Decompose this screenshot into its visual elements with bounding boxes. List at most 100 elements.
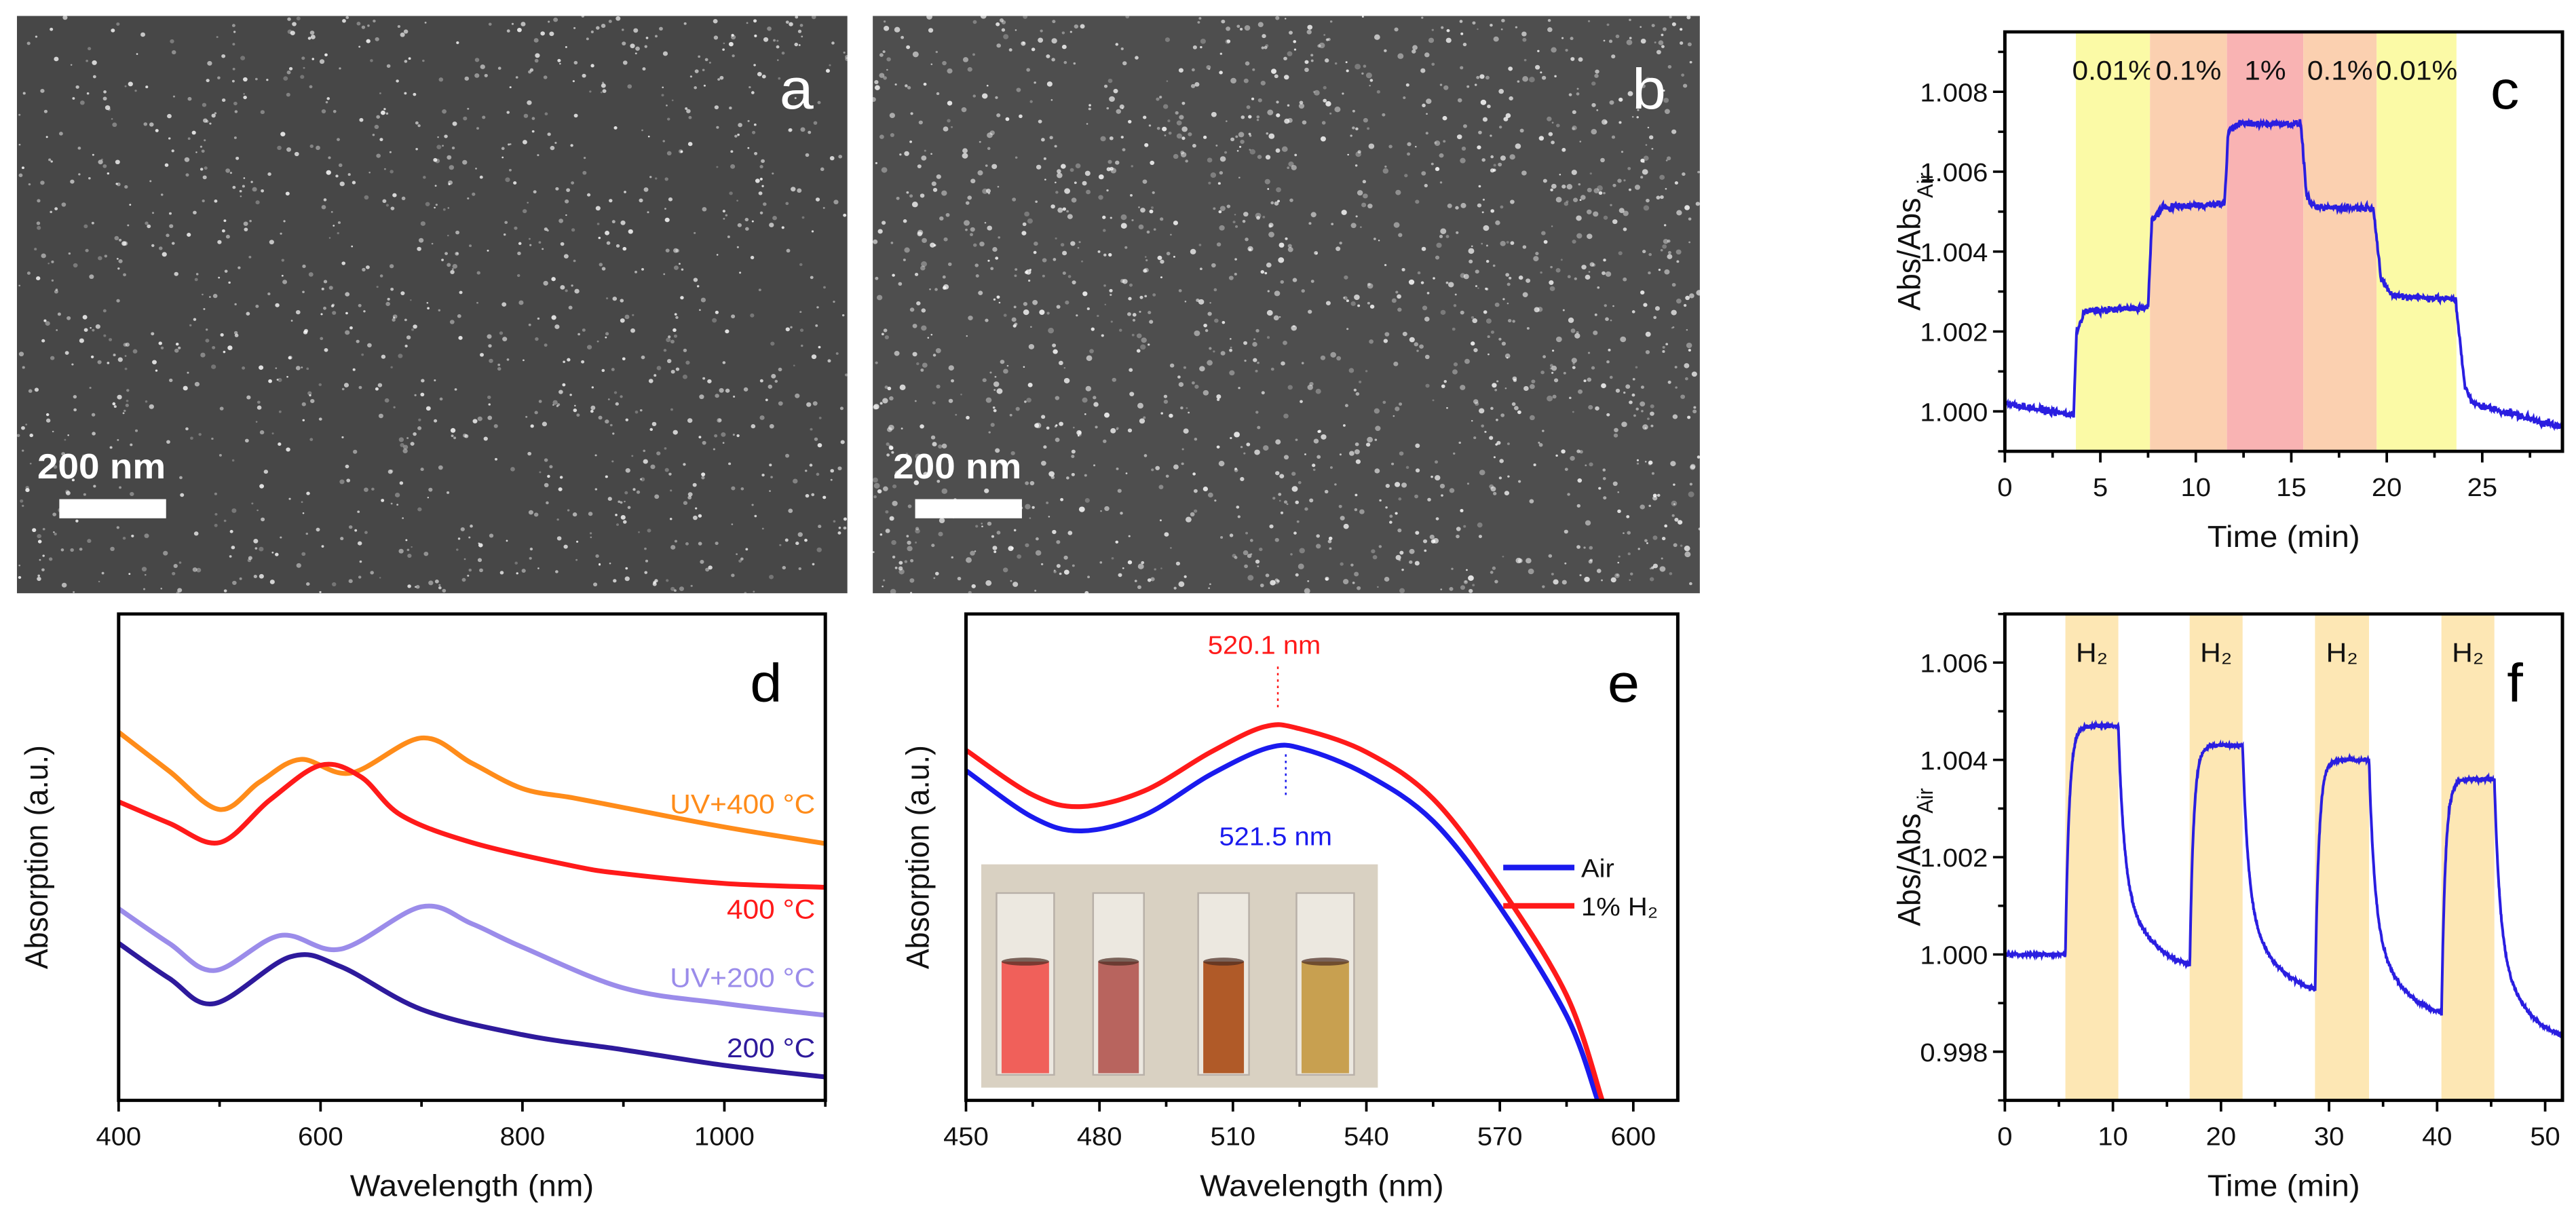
particle: [1086, 123, 1088, 125]
particle: [75, 85, 79, 89]
particle: [1401, 568, 1404, 571]
meniscus: [1203, 958, 1245, 966]
particle: [1200, 39, 1206, 44]
particle: [1425, 383, 1430, 388]
particle: [223, 519, 227, 523]
particle: [509, 143, 512, 145]
particle: [306, 491, 310, 495]
particle: [904, 151, 909, 156]
y-axis-label: Absorption (a.u.): [18, 745, 55, 969]
particle: [1240, 446, 1243, 449]
particle: [180, 493, 185, 497]
particle: [1278, 493, 1282, 496]
particle: [948, 262, 952, 267]
particle: [1374, 408, 1380, 414]
particle: [1374, 34, 1380, 40]
particle: [1551, 349, 1555, 352]
particle: [1632, 378, 1635, 381]
particle: [370, 59, 373, 62]
particle: [1290, 553, 1293, 556]
particle: [588, 512, 593, 516]
particle: [1561, 147, 1566, 152]
particle: [602, 89, 607, 93]
particle: [1283, 75, 1289, 80]
particle: [713, 19, 718, 24]
particle: [240, 195, 242, 197]
particle: [171, 242, 175, 245]
particle: [543, 280, 548, 286]
particle: [214, 523, 218, 527]
particle: [1257, 98, 1262, 102]
particle: [843, 526, 847, 530]
particle: [331, 303, 335, 307]
particle: [1024, 400, 1027, 403]
particle: [993, 381, 1000, 387]
particle: [666, 579, 669, 582]
y-axis-label: Abs/AbsAir: [1891, 788, 1937, 926]
particle: [1397, 294, 1401, 299]
particle: [1408, 279, 1415, 285]
particle: [702, 69, 705, 71]
particle: [891, 539, 896, 546]
particle: [999, 18, 1004, 22]
particle: [746, 22, 749, 24]
particle: [379, 274, 383, 278]
particle: [1082, 397, 1088, 403]
particle: [622, 246, 627, 251]
particle: [286, 70, 291, 75]
particle: [1199, 267, 1202, 270]
particle: [1106, 107, 1110, 110]
particle: [232, 580, 237, 586]
particle: [1178, 382, 1184, 387]
particle: [319, 59, 325, 64]
particle: [1261, 46, 1265, 50]
band-label: 0.01%: [2072, 56, 2153, 86]
particle: [1059, 421, 1063, 426]
particle: [1401, 482, 1407, 488]
particle: [1457, 98, 1462, 102]
particle: [1490, 486, 1496, 492]
particle: [1025, 481, 1029, 485]
particle: [119, 486, 122, 489]
particle: [799, 263, 803, 267]
y-axis-label-subscript: Air: [1912, 172, 1937, 197]
particle: [1458, 441, 1462, 444]
particle: [1579, 199, 1582, 202]
particle: [1275, 16, 1280, 20]
particle: [1604, 304, 1607, 307]
particle: [643, 449, 646, 453]
particle: [1169, 363, 1175, 368]
particle: [1269, 524, 1274, 529]
particle: [1526, 326, 1530, 330]
particle: [1115, 160, 1120, 165]
particle: [1688, 349, 1691, 352]
particle: [1221, 320, 1226, 324]
particle: [1506, 241, 1509, 244]
particle: [820, 167, 825, 171]
particle: [1541, 231, 1546, 235]
particle: [1542, 178, 1547, 183]
particle: [624, 314, 630, 320]
particle: [586, 345, 592, 349]
particle: [1529, 415, 1535, 421]
particle: [1050, 475, 1055, 479]
particle: [560, 242, 565, 246]
particle: [1355, 459, 1361, 464]
particle: [1104, 303, 1107, 306]
particle: [1334, 483, 1337, 486]
particle: [55, 288, 58, 291]
particle: [565, 289, 568, 292]
particle: [1295, 573, 1299, 577]
particle: [1048, 516, 1050, 518]
particle: [1513, 406, 1519, 411]
particle: [933, 577, 936, 580]
particle: [688, 115, 692, 119]
particle: [41, 475, 45, 479]
particle: [89, 274, 94, 280]
particle: [127, 224, 130, 227]
particle: [904, 560, 908, 563]
particle: [1507, 303, 1509, 305]
particle: [93, 485, 96, 488]
particle: [128, 573, 131, 575]
particle: [704, 58, 708, 62]
